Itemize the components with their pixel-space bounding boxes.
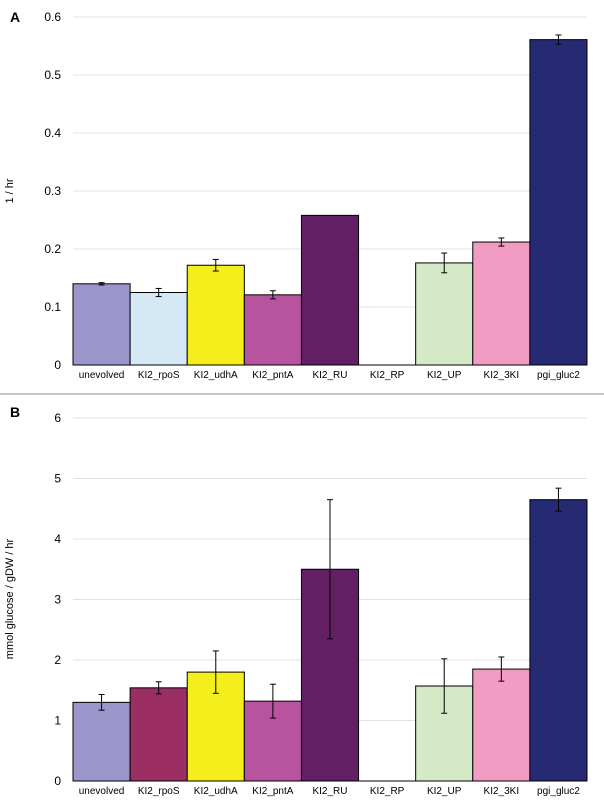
x-tick-label: unevolved bbox=[79, 786, 125, 797]
x-tick-label: KI2_UP bbox=[427, 370, 462, 381]
x-tick-label: KI2_udhA bbox=[194, 370, 238, 381]
panel-a: A 0 0.1 0.2 0.3 0.4 0.5 0.6 unevolved KI2_rpoS K… bbox=[4, 9, 588, 381]
y-tick-label: 0.3 bbox=[44, 184, 61, 198]
y-tick-label: 6 bbox=[54, 411, 61, 425]
bar-ki2-3ki bbox=[472, 668, 531, 782]
x-tick-label: KI2_rpoS bbox=[138, 370, 180, 381]
x-tick-label: KI2_RU bbox=[312, 370, 347, 381]
x-tick-label: KI2_pntA bbox=[252, 370, 293, 381]
panel-b-y-tick-labels: 0 1 2 3 4 5 6 bbox=[54, 411, 61, 788]
panel-a-bars bbox=[72, 39, 588, 366]
panel-b-letter: B bbox=[10, 404, 20, 420]
bar-unevolved bbox=[72, 283, 131, 366]
error-bar-unevolved bbox=[98, 693, 105, 711]
panel-b-error-bars bbox=[98, 487, 562, 719]
x-tick-label: KI2_RU bbox=[312, 786, 347, 797]
error-bar-ki2-udha bbox=[212, 650, 219, 694]
x-tick-label: pgi_gluc2 bbox=[537, 786, 580, 797]
y-tick-label: 0.4 bbox=[44, 126, 61, 140]
x-tick-label: pgi_gluc2 bbox=[537, 370, 580, 381]
y-tick-label: 3 bbox=[54, 593, 61, 607]
y-tick-label: 2 bbox=[54, 653, 61, 667]
bar-pgi-gluc2 bbox=[529, 39, 588, 366]
y-tick-label: 0 bbox=[54, 774, 61, 788]
error-bar-ki2-up bbox=[441, 252, 448, 274]
panel-b-y-axis-label: mmol glucose / gDW / hr bbox=[4, 538, 16, 659]
error-bar-ki2-udha bbox=[212, 258, 219, 272]
y-tick-label: 0.5 bbox=[44, 68, 61, 82]
bar-ki2-ru bbox=[300, 214, 360, 366]
error-bar-ki2-ru bbox=[327, 499, 333, 640]
error-bar-ki2-3ki bbox=[498, 237, 505, 247]
panel-a-error-bars bbox=[98, 34, 562, 300]
error-bar-ki2-rpos bbox=[155, 681, 162, 695]
x-tick-label: KI2_RP bbox=[370, 370, 405, 381]
x-tick-label: KI2_UP bbox=[427, 786, 462, 797]
y-tick-label: 5 bbox=[54, 472, 61, 486]
error-bar-ki2-pnta bbox=[269, 683, 276, 719]
y-tick-label: 0.1 bbox=[44, 300, 61, 314]
x-tick-label: KI2_3KI bbox=[484, 370, 520, 381]
panel-a-letter: A bbox=[10, 9, 20, 25]
panel-b-x-tick-labels: unevolved KI2_rpoS KI2_udhA KI2_pntA KI2_RU K… bbox=[79, 786, 581, 797]
y-tick-label: 1 bbox=[54, 714, 61, 728]
x-tick-label: KI2_RP bbox=[370, 786, 405, 797]
error-bar-pgi-gluc2 bbox=[555, 34, 562, 45]
bar-ki2-up bbox=[415, 262, 474, 366]
bar-ki2-3ki bbox=[472, 241, 531, 366]
bar-pgi-gluc2 bbox=[529, 499, 588, 782]
bar-ki2-rpos bbox=[129, 292, 188, 366]
bar-ki2-pnta bbox=[243, 294, 302, 366]
panel-a-x-tick-labels: unevolved KI2_rpoS KI2_udhA KI2_pntA KI2_RU K… bbox=[79, 370, 581, 381]
y-tick-label: 0 bbox=[54, 358, 61, 372]
y-tick-label: 0.6 bbox=[44, 10, 61, 24]
x-tick-label: KI2_udhA bbox=[194, 786, 238, 797]
x-tick-label: KI2_rpoS bbox=[138, 786, 180, 797]
bar-ki2-udha bbox=[186, 264, 245, 366]
panel-a-y-axis-label: 1 / hr bbox=[4, 178, 16, 203]
x-tick-label: KI2_3KI bbox=[484, 786, 520, 797]
panel-a-y-tick-labels: 0 0.1 0.2 0.3 0.4 0.5 0.6 bbox=[44, 10, 61, 372]
error-bar-ki2-pnta bbox=[269, 290, 276, 300]
error-bar-ki2-3ki bbox=[498, 656, 505, 682]
x-tick-label: KI2_pntA bbox=[252, 786, 293, 797]
panel-b: B 0 1 2 3 4 5 6 unevolved KI2_rpoS KI2_udhA KI2_p… bbox=[4, 404, 588, 797]
x-tick-label: unevolved bbox=[79, 370, 125, 381]
error-bar-ki2-up bbox=[441, 658, 448, 714]
error-bar-pgi-gluc2 bbox=[555, 487, 562, 512]
y-tick-label: 0.2 bbox=[44, 242, 61, 256]
bar-ki2-rpos bbox=[129, 687, 188, 782]
bar-unevolved bbox=[72, 701, 131, 782]
y-tick-label: 4 bbox=[54, 532, 61, 546]
error-bar-unevolved bbox=[98, 282, 105, 286]
error-bar-ki2-rpos bbox=[155, 287, 162, 298]
